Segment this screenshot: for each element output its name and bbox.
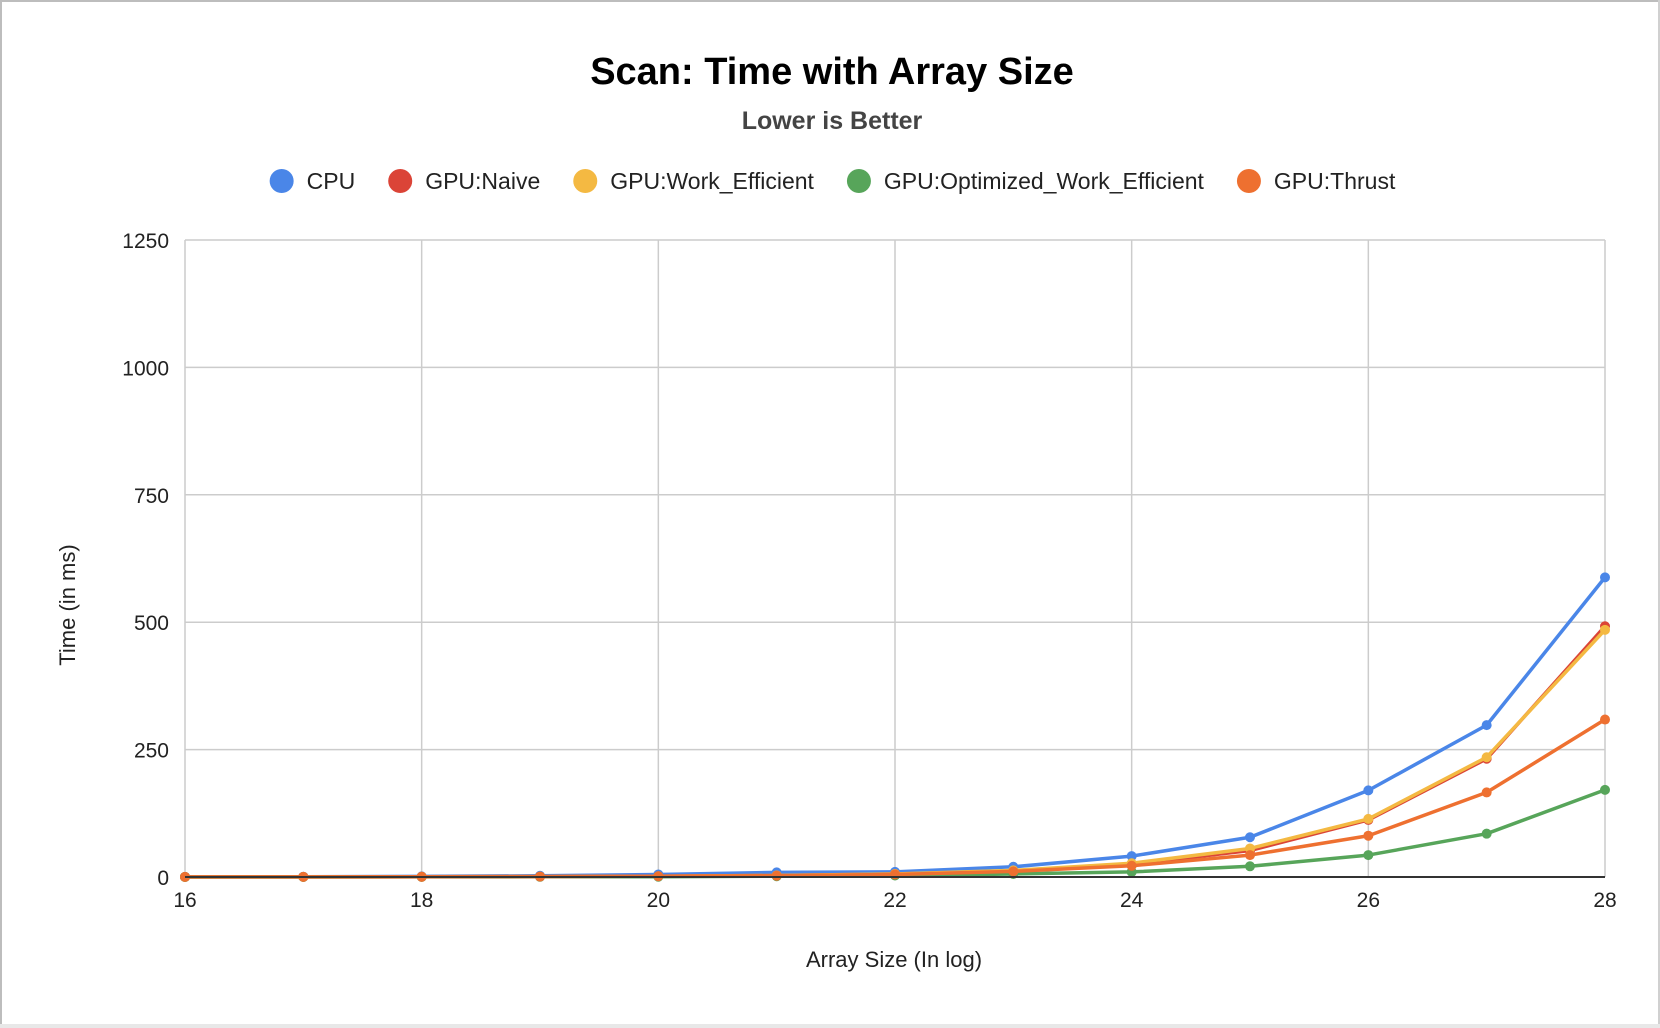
x-tick-label: 22 [883,889,906,912]
legend-marker-2 [573,169,598,193]
y-axis-title: Time (in ms) [55,544,80,665]
y-tick-label: 1250 [122,230,169,253]
x-tick-label: 24 [1120,889,1144,912]
y-tick-label: 250 [134,740,169,763]
data-point [1481,752,1492,763]
data-point [1600,572,1610,583]
legend-label-2: GPU:Work_Efficient [610,168,814,194]
x-tick-label: 18 [410,889,433,912]
data-point [771,870,782,881]
data-point [1245,832,1255,843]
data-point [1245,850,1255,861]
legend-label-0: CPU [307,168,356,194]
frame-border [1658,0,1660,1028]
gridlines [184,239,1606,877]
legend-label-3: GPU:Optimized_Work_Efficient [884,168,1205,194]
legend-marker-3 [846,169,871,193]
y-tick-label: 750 [134,485,169,508]
data-point [1008,866,1019,877]
x-tick-label: 26 [1357,889,1380,912]
data-point [1600,784,1610,795]
data-point [1126,851,1137,862]
frame-border [0,0,2,1028]
data-point [1600,624,1610,635]
chart-subtitle: Lower is Better [742,107,923,135]
y-tick-label: 500 [134,612,169,635]
legend-label-4: GPU:Thrust [1274,168,1396,194]
legend-marker-4 [1236,169,1261,193]
data-point [1363,785,1374,796]
data-point [1600,714,1610,725]
data-point [1363,830,1374,841]
frame-border [0,1024,1660,1028]
x-tick-label: 28 [1593,889,1616,912]
data-point [1363,850,1374,861]
data-point [1481,828,1492,839]
legend: CPU GPU:Naive GPU:Work_Efficient GPU:Optimi… [269,168,1396,194]
data-point [1481,787,1492,798]
x-axis-ticks: 16 18 20 22 24 26 28 [173,889,1616,912]
data-point [1481,720,1492,731]
data-point [1126,860,1137,871]
y-tick-label: 1000 [122,357,169,380]
x-tick-label: 16 [173,889,196,912]
legend-marker-1 [388,169,413,193]
x-tick-label: 20 [647,889,670,912]
x-axis-title: Array Size (In log) [806,947,982,972]
y-tick-label: 0 [157,867,169,890]
data-point [1245,861,1255,872]
data-point [1363,813,1374,824]
legend-marker-0 [269,169,294,193]
chart-title: Scan: Time with Array Size [590,51,1074,93]
y-axis-ticks: 0 250 500 750 1000 1250 [122,230,169,890]
legend-label-1: GPU:Naive [425,168,540,194]
frame-border [0,0,1660,2]
